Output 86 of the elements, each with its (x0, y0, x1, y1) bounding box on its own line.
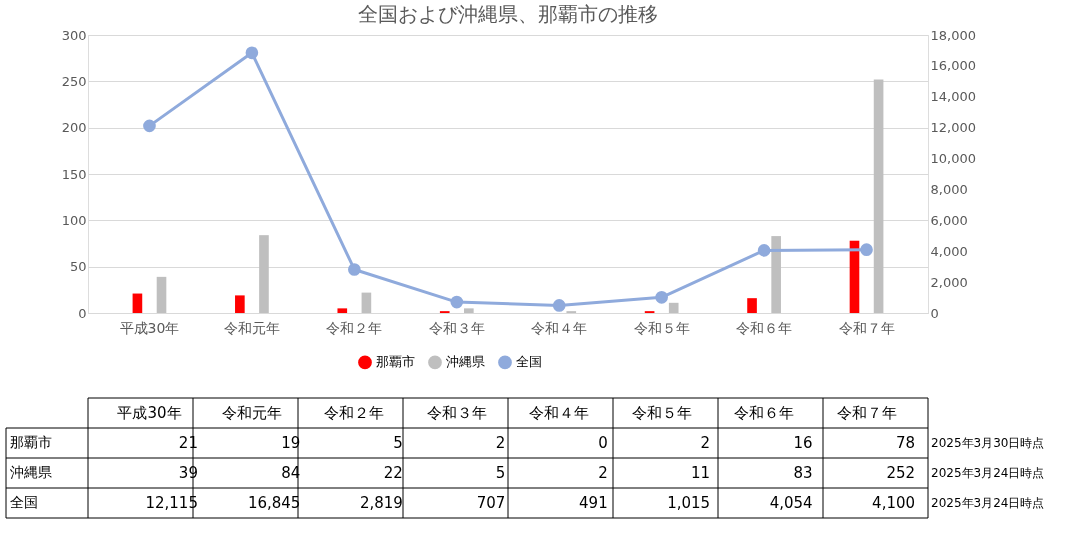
y2-tick-label: 18,000 (930, 27, 976, 43)
bar (771, 236, 781, 313)
data-label: 16 (793, 434, 813, 452)
y-tick-label: 250 (61, 73, 87, 89)
bar (235, 295, 245, 313)
data-label: 2 (495, 434, 506, 452)
bar (132, 293, 143, 313)
y2-tick-label: 10,000 (930, 151, 976, 167)
data-label: 22 (383, 464, 403, 482)
category-label: 令和４年 (529, 404, 590, 422)
category-label: 平成30年 (117, 404, 182, 422)
y2-tick-label: 8,000 (930, 181, 968, 197)
x-tick-label: 令和５年 (633, 319, 690, 336)
bar (259, 235, 269, 313)
point (860, 243, 873, 256)
point (143, 119, 156, 133)
category-label: 令和５年 (631, 404, 692, 422)
data-label: 78 (895, 434, 916, 452)
point (348, 263, 361, 276)
data-label: 5 (393, 434, 403, 452)
data-label: 2 (700, 434, 711, 452)
point (757, 244, 771, 257)
bar (873, 79, 884, 313)
x-tick-label: 令和６年 (736, 319, 793, 336)
data-label: 707 (476, 494, 506, 512)
point (655, 291, 668, 304)
y-tick-label: 200 (61, 120, 87, 136)
text: 2025年3月24日時点 (931, 496, 1045, 510)
y2-tick-label: 2,000 (930, 274, 968, 290)
category-label: 令和元年 (221, 404, 282, 422)
point (552, 299, 566, 312)
text: 2025年3月30日時点 (931, 436, 1045, 450)
point (245, 46, 259, 60)
data-label: 0 (598, 434, 608, 452)
bar (156, 276, 167, 313)
y2-tick-label: 0 (930, 305, 939, 321)
x-tick-label: 令和元年 (223, 319, 280, 336)
data-label: 4,100 (872, 494, 916, 512)
data-label: 21 (178, 434, 198, 452)
x-tick-label: 平成30年 (119, 319, 180, 336)
point (450, 295, 464, 309)
data-label: 1,015 (667, 494, 711, 512)
bar (464, 308, 474, 313)
legend-label: 全国 (516, 354, 542, 370)
data-label: 5 (495, 464, 506, 482)
data-label: 2,819 (359, 494, 403, 512)
y2-tick-label: 14,000 (930, 89, 976, 105)
text: 2025年3月24日時点 (931, 466, 1045, 480)
x-tick-label: 令和４年 (531, 319, 588, 336)
data-label: 491 (579, 494, 608, 512)
category-label: 令和２年 (324, 404, 385, 422)
category-label: 令和６年 (734, 404, 795, 422)
y2-tick-label: 6,000 (930, 212, 968, 228)
bar (361, 292, 372, 313)
bar (668, 302, 679, 313)
data-label: 252 (886, 464, 916, 482)
chart-title: 全国および沖縄県、那覇市の推移 (358, 2, 658, 26)
y-tick-label: 100 (61, 212, 87, 228)
y-tick-label: 300 (61, 27, 87, 43)
category-label: 令和３年 (426, 404, 487, 422)
y2-tick-label: 4,000 (930, 243, 968, 259)
data-label: 19 (281, 434, 301, 452)
y-tick-label: 0 (78, 305, 87, 321)
y2-tick-label: 12,000 (930, 120, 976, 136)
category-label: 令和７年 (836, 404, 897, 422)
x-tick-label: 令和７年 (838, 319, 895, 336)
bar (337, 308, 348, 313)
data-label: 2 (598, 464, 608, 482)
data-label: 83 (793, 464, 813, 482)
text: 沖縄県 (10, 464, 52, 480)
y-tick-label: 150 (61, 166, 87, 182)
x-tick-label: 令和３年 (428, 319, 485, 336)
text: 全国 (10, 494, 38, 510)
data-label: 84 (281, 464, 301, 482)
bar (747, 298, 757, 313)
data-label: 16,845 (247, 494, 301, 512)
x-tick-label: 令和２年 (326, 319, 383, 336)
data-label: 39 (178, 464, 198, 482)
legend-label: 沖縄県 (446, 354, 485, 370)
text: 那覇市 (10, 434, 52, 450)
data-label: 11 (691, 464, 711, 482)
y2-tick-label: 16,000 (930, 58, 976, 74)
legend-label: 那覇市 (376, 354, 415, 370)
data-label: 4,054 (769, 494, 813, 512)
data-label: 12,115 (145, 494, 198, 512)
y-tick-label: 50 (69, 259, 87, 275)
